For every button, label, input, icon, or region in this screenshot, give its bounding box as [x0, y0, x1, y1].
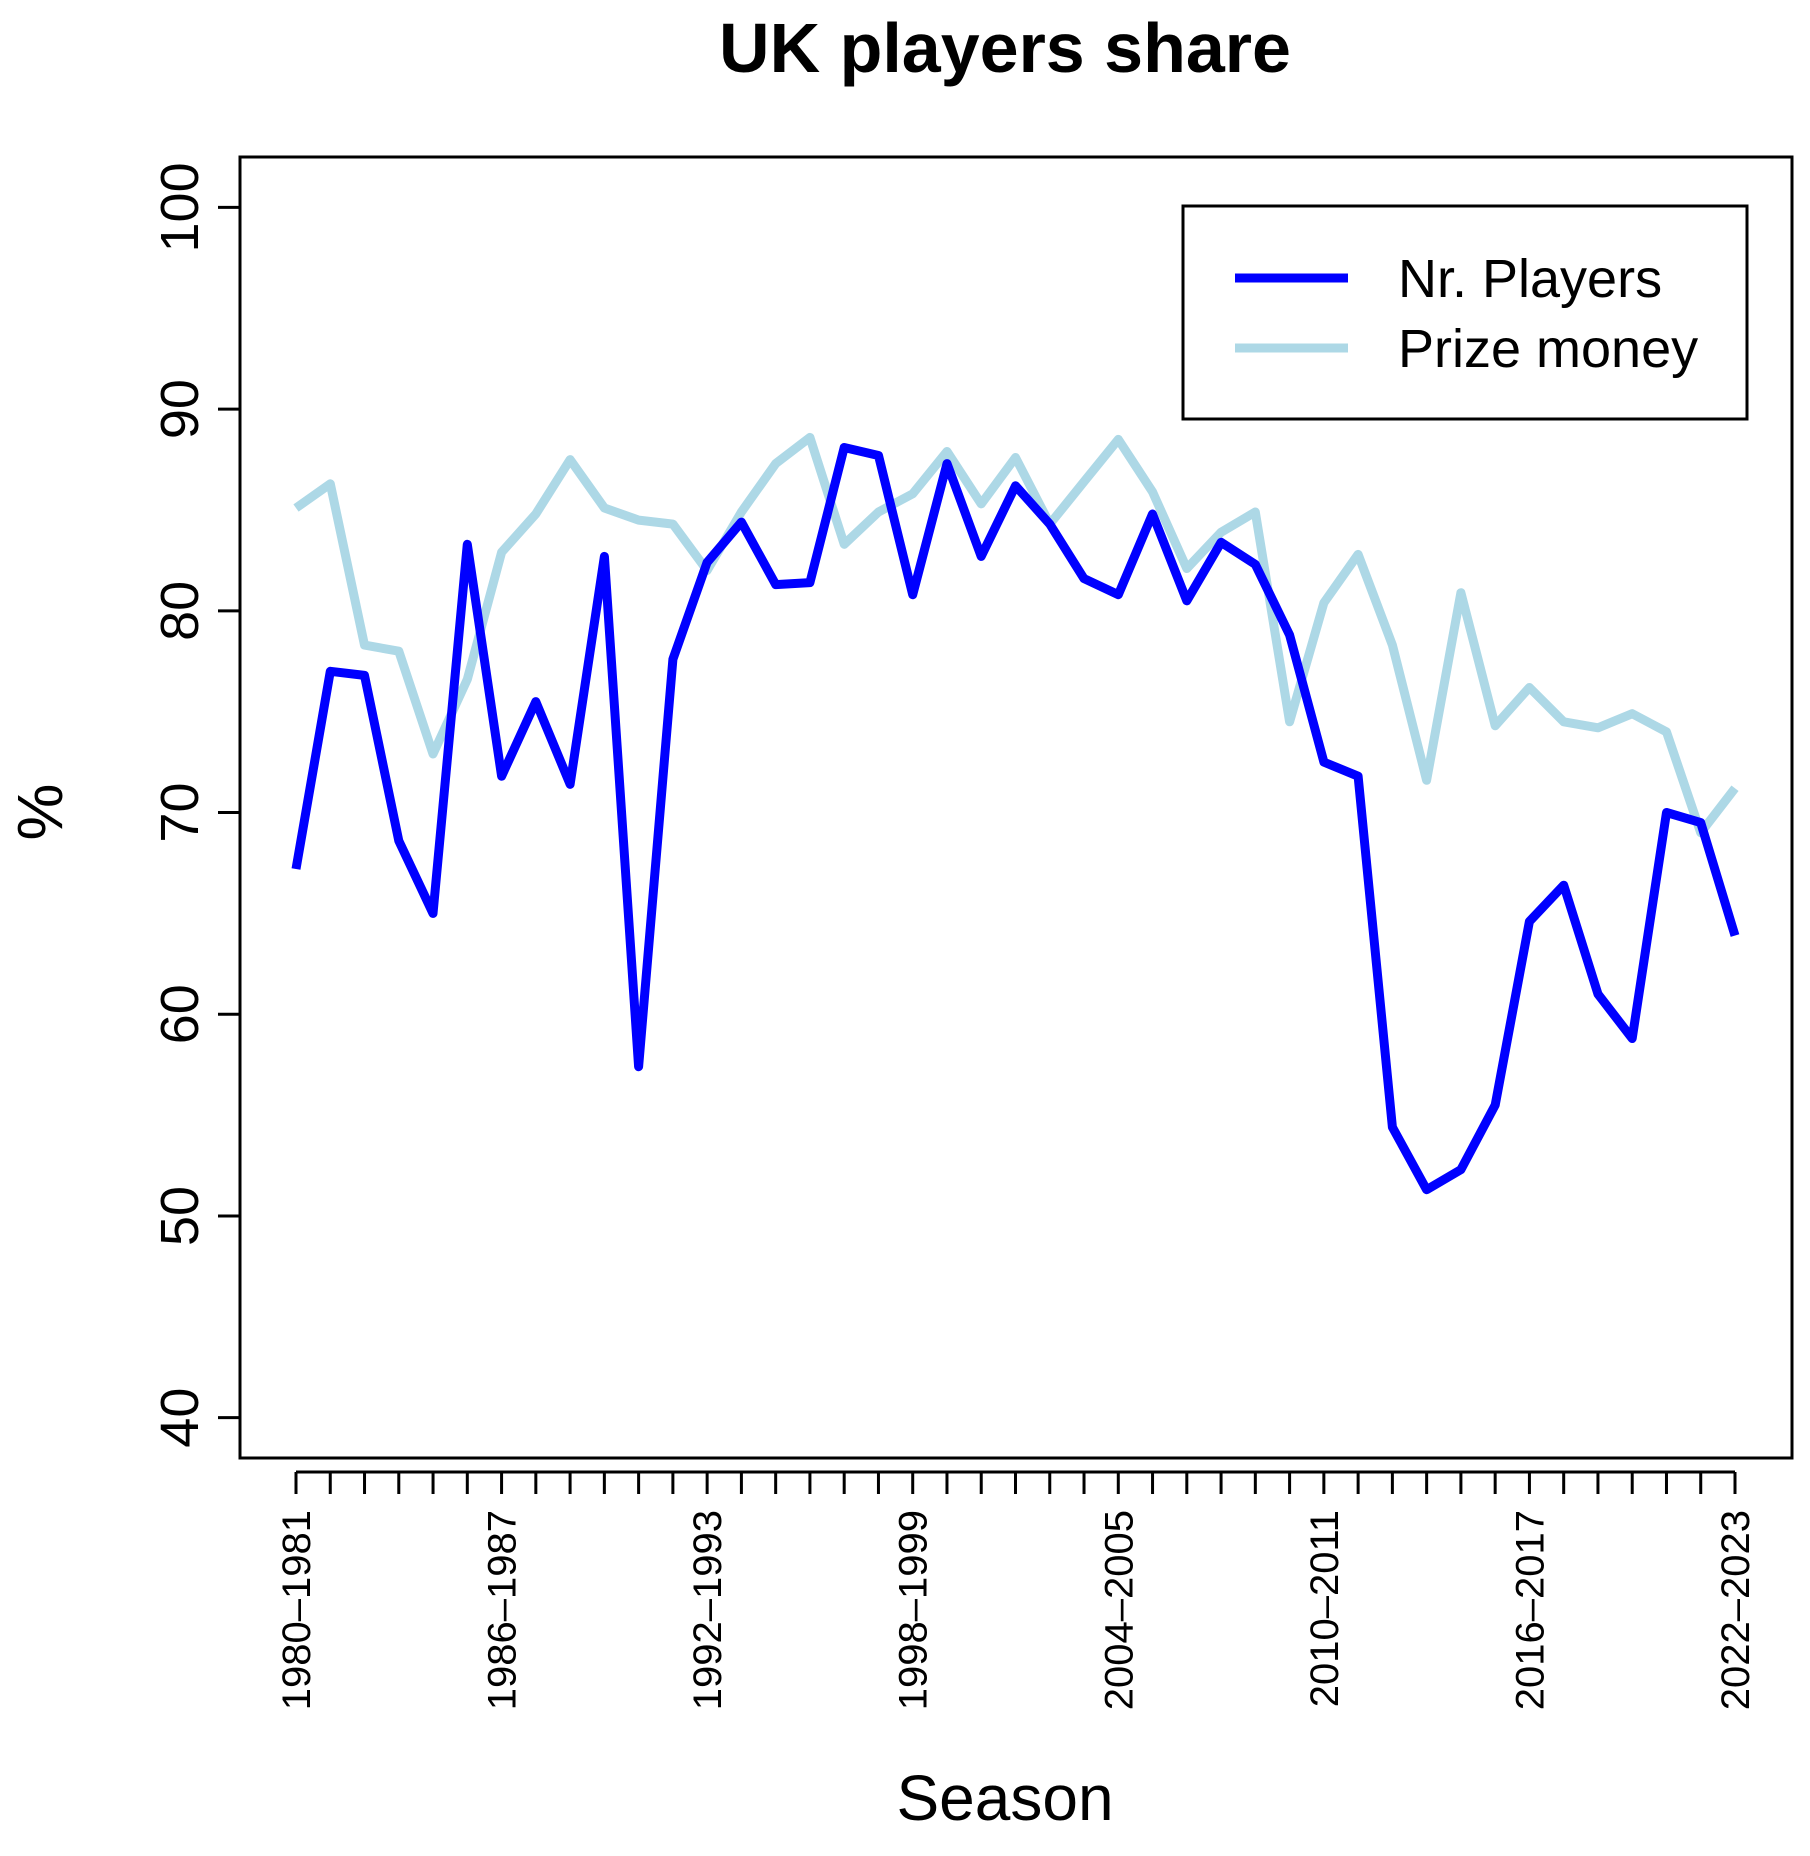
x-axis-label: Season [896, 1762, 1113, 1834]
legend-box [1181, 204, 1749, 421]
series-lines [291, 432, 1740, 1195]
x-tick-label: 1980–1981 [275, 1510, 319, 1710]
y-tick-label: 70 [150, 783, 210, 843]
y-tick-label: 90 [150, 379, 210, 439]
x-tick-label: 1986–1987 [481, 1510, 525, 1710]
y-axis-label: % [4, 784, 76, 841]
series-line-nr-players [291, 443, 1740, 1195]
legend: Nr. Players Prize money [1181, 204, 1749, 421]
legend-label: Nr. Players [1398, 249, 1662, 309]
y-tick-label: 80 [150, 581, 210, 641]
y-tick-label: 40 [150, 1388, 210, 1448]
x-axis: 1980–1981 1986–1987 1992–1993 1998–1999 2004… [275, 1470, 1758, 1710]
y-axis: 40 50 60 70 80 90 100 [150, 162, 242, 1448]
x-tick-label: 2004–2005 [1097, 1510, 1141, 1710]
y-tick-label: 100 [150, 162, 210, 252]
x-tick-label: 2010–2011 [1303, 1510, 1347, 1707]
series-line-prize-money [293, 432, 1739, 838]
x-tick-label: 1992–1993 [686, 1510, 730, 1710]
chart-title: UK players share [719, 9, 1291, 87]
x-tick-label: 1998–1999 [892, 1510, 936, 1710]
y-tick-label: 60 [150, 984, 210, 1044]
legend-label: Prize money [1398, 319, 1698, 379]
x-tick-label: 2022–2023 [1714, 1510, 1758, 1710]
y-tick-label: 50 [150, 1186, 210, 1246]
x-tick-label: 2016–2017 [1508, 1510, 1552, 1710]
